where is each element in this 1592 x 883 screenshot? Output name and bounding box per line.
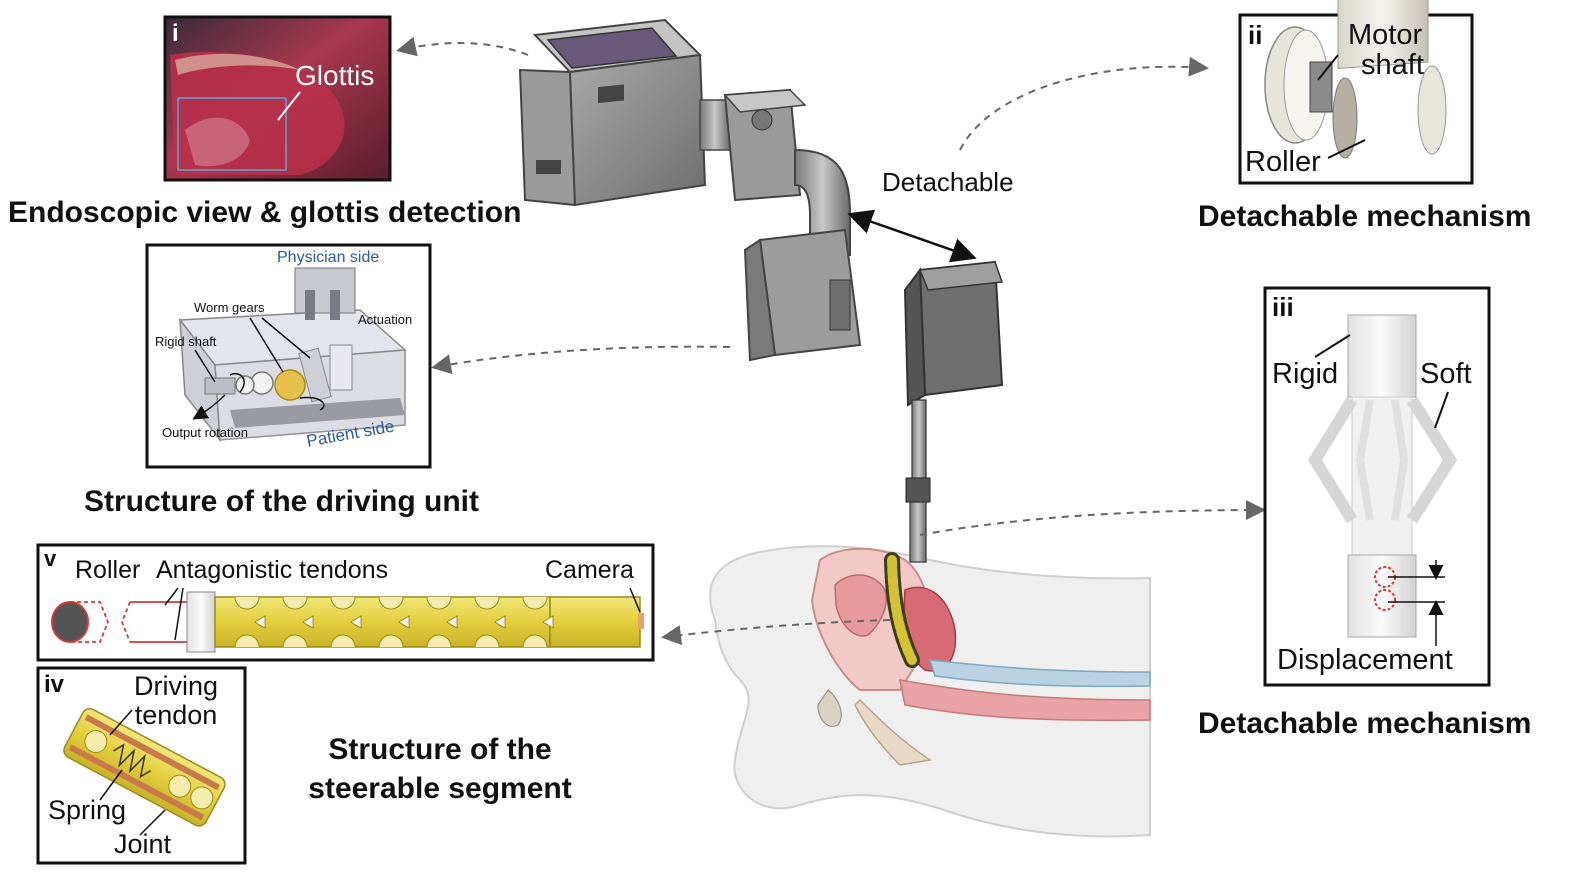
motor-shaft-line2: shaft: [1361, 49, 1424, 81]
output-rotation-label: Output rotation: [162, 425, 248, 440]
panel-iii: [1263, 286, 1491, 687]
panel-v: [36, 543, 655, 662]
joint-cutout-top: [474, 596, 500, 610]
caption-steerable-line1: Structure of the: [328, 733, 552, 766]
glottis-pointer: [277, 91, 301, 121]
driving-tendon-label: Driving tendon: [134, 672, 218, 730]
head-illustration: [709, 545, 1151, 838]
panel-ii: [1238, 0, 1474, 185]
leader-panel-iii: [919, 500, 1266, 536]
panel-ii-numeral: ii: [1248, 20, 1263, 50]
joint-cutout-bottom: [474, 634, 500, 648]
joint-cutout-top: [378, 596, 404, 610]
panel-driving-unit: [145, 243, 432, 469]
joint-cutout-bottom: [234, 634, 260, 648]
displacement-label: Displacement: [1277, 644, 1453, 676]
joint-cutout-top: [234, 596, 260, 610]
spring-label: Spring: [48, 795, 127, 825]
motor-shaft-label: Motor shaft: [1348, 20, 1424, 80]
driving-unit-hardware: [518, 18, 1004, 563]
detachable-arrow: [847, 209, 977, 263]
joint-cutout-top: [330, 596, 356, 610]
caption-detachable-iii: Detachable mechanism: [1198, 707, 1532, 740]
caption-steerable-line2: steerable segment: [308, 772, 572, 805]
caption-steerable-segment: Structure of the steerable segment: [290, 730, 590, 808]
physician-side-label: Physician side: [277, 249, 380, 266]
panel-iii-numeral: iii: [1272, 292, 1294, 322]
leader-driving-unit: [431, 345, 731, 375]
joint-cutout-bottom: [522, 634, 548, 648]
panel-i-numeral: i: [172, 20, 179, 47]
panel-iv: [36, 666, 247, 865]
roller-label-v: Roller: [75, 556, 141, 584]
joint-notch: [350, 615, 362, 629]
antagonistic-tendons-label: Antagonistic tendons: [156, 556, 389, 584]
panel-v-numeral: v: [44, 546, 57, 571]
joint-notch: [302, 615, 314, 629]
rigid-label: Rigid: [1272, 358, 1339, 390]
joint-notch: [446, 615, 458, 629]
joint-notch: [542, 615, 554, 629]
leader-panel-v: [661, 619, 891, 646]
joint-label: Joint: [114, 829, 172, 859]
inserted-steerable-segment: [884, 552, 920, 668]
soft-label: Soft: [1420, 358, 1472, 390]
roller-label-ii: Roller: [1245, 146, 1321, 178]
motor-shaft-line1: Motor: [1348, 19, 1423, 51]
detachable-label: Detachable: [882, 167, 1014, 197]
joint-cutout-top: [426, 596, 452, 610]
caption-endoscopic-view: Endoscopic view & glottis detection: [8, 196, 522, 229]
joint-cutout-top: [282, 596, 308, 610]
camera-label: Camera: [545, 556, 634, 584]
joint-cutout-bottom: [378, 634, 404, 648]
joint-notch: [398, 615, 410, 629]
joint-cutout-bottom: [426, 634, 452, 648]
joint-notch: [494, 615, 506, 629]
driving-tendon-line2: tendon: [134, 700, 218, 730]
joint-notch: [254, 615, 266, 629]
caption-driving-unit: Structure of the driving unit: [84, 485, 479, 518]
joint-cutout-top: [522, 596, 548, 610]
panel-i: [163, 15, 392, 182]
joint-cutout-bottom: [282, 634, 308, 648]
glottis-label: Glottis: [295, 60, 375, 91]
leader-panel-i: [396, 36, 529, 57]
rigid-shaft-label: Rigid shaft: [155, 334, 217, 349]
worm-gears-label: Worm gears: [194, 300, 265, 315]
caption-detachable-ii: Detachable mechanism: [1198, 200, 1532, 233]
panel-iv-numeral: iv: [44, 671, 65, 698]
joint-cutout-bottom: [330, 634, 356, 648]
actuation-label: Actuation: [358, 312, 413, 327]
driving-tendon-line1: Driving: [134, 671, 219, 701]
leader-panel-ii: [959, 56, 1209, 151]
